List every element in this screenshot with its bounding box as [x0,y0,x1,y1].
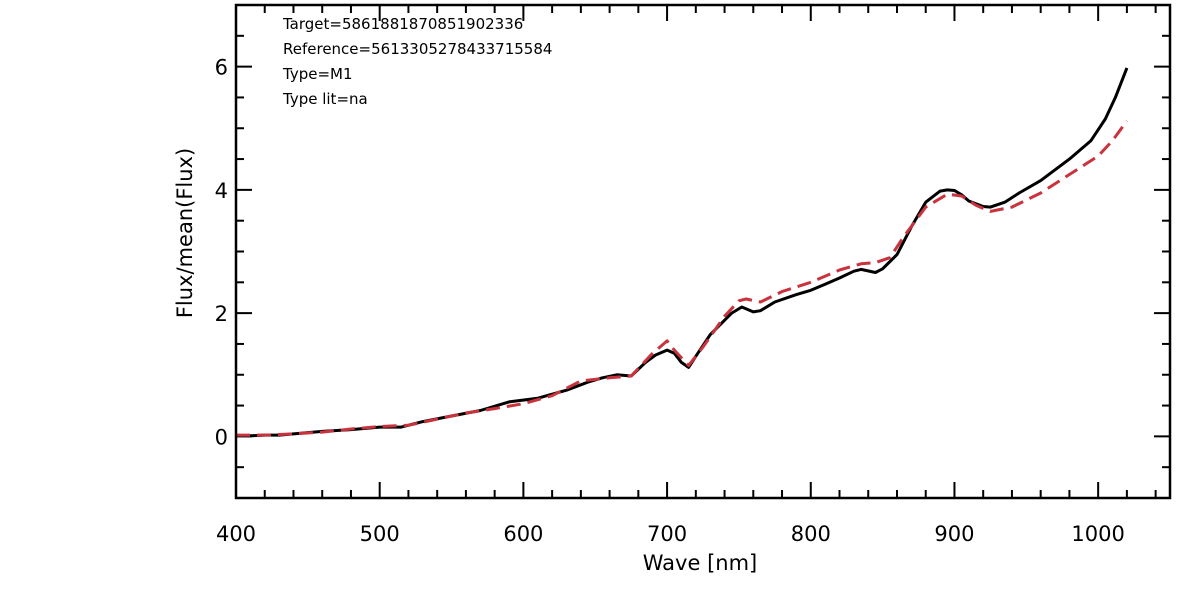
plot-frame [234,3,1172,500]
y-tick-label: 4 [215,179,228,203]
x-tick-label: 500 [360,522,400,546]
annotation-block: Target=5861881870851902336 Reference=5613… [282,15,552,108]
series-line-solid [236,67,1129,438]
series-group [236,67,1129,438]
series-line-dashed [236,120,1129,437]
axes: 400 500 600 700 800 900 1000 0 2 4 6 [215,4,1170,546]
x-tick-label: 800 [791,522,831,546]
x-axis-title: Wave [nm] [643,551,757,575]
x-tick-label: 1000 [1071,522,1124,546]
annotation-line: Type lit=na [282,90,368,108]
y-tick-label: 6 [215,56,228,80]
y-axis-title: Flux/mean(Flux) [173,148,197,318]
y-tick-label: 2 [215,302,228,326]
plot-border [234,3,1172,500]
y-tick-label: 0 [215,425,228,449]
x-tick-label: 900 [934,522,974,546]
annotation-line: Target=5861881870851902336 [282,15,523,33]
x-tick-label: 600 [503,522,543,546]
annotation-line: Type=M1 [282,65,353,83]
x-tick-label: 400 [216,522,256,546]
x-tick-label: 700 [647,522,687,546]
annotation-line: Reference=5613305278433715584 [283,40,552,58]
